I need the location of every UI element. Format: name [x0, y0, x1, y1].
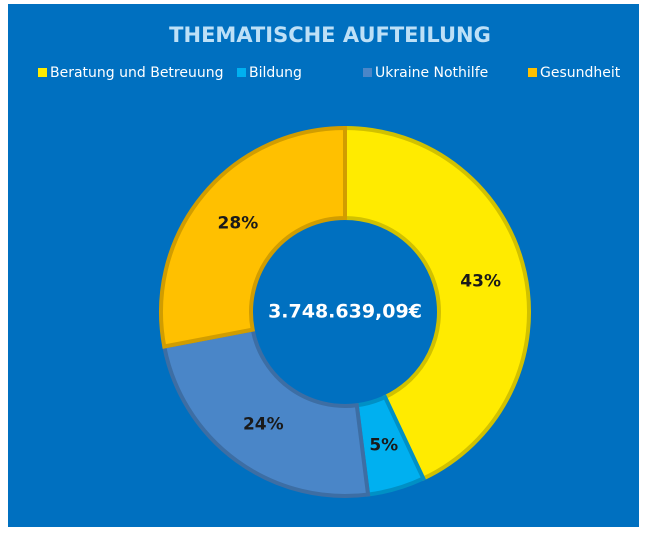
legend-swatch: [363, 68, 372, 77]
data-label: 28%: [218, 213, 259, 233]
legend-label: Beratung und Betreuung: [50, 65, 223, 81]
legend-swatch: [528, 68, 537, 77]
data-label: 5%: [369, 435, 398, 455]
chart-title: THEMATISCHE AUFTEILUNG: [169, 23, 491, 47]
legend-swatch: [38, 68, 47, 77]
legend-label: Ukraine Nothilfe: [375, 65, 488, 81]
donut-slice: [343, 125, 531, 482]
legend-label: Bildung: [249, 65, 302, 81]
donut-slice: [159, 125, 347, 349]
legend-swatch: [237, 68, 246, 77]
center-label: 3.748.639,09€: [268, 301, 422, 323]
legend-label: Gesundheit: [540, 65, 621, 81]
donut-slice: [161, 327, 371, 498]
data-label: 43%: [460, 272, 501, 292]
data-label: 24%: [243, 414, 284, 434]
